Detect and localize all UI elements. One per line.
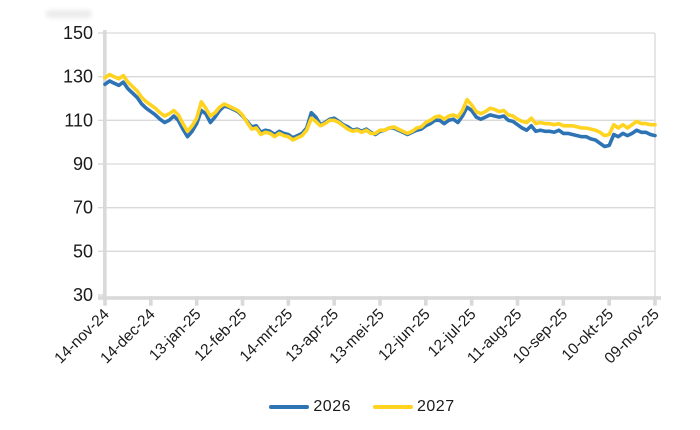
x-axis-tick bbox=[240, 296, 245, 306]
x-axis-tick bbox=[286, 296, 291, 306]
y-axis-tick bbox=[98, 163, 103, 165]
y-axis-label: 110 bbox=[64, 110, 93, 130]
series-line-2027 bbox=[103, 72, 657, 142]
faint-artifact bbox=[46, 10, 92, 18]
y-axis-tick bbox=[98, 75, 103, 78]
y-axis-tick bbox=[98, 294, 103, 296]
series-line-2026 bbox=[103, 79, 657, 149]
line-chart: 1501301109070503014-nov-2414-dec-2413-ja… bbox=[51, 23, 662, 367]
y-axis-line bbox=[103, 30, 107, 301]
x-axis-tick bbox=[103, 296, 107, 306]
x-axis-tick bbox=[424, 296, 428, 306]
y-axis-label: 150 bbox=[63, 23, 93, 43]
y-axis-label: 90 bbox=[73, 154, 93, 174]
y-axis-tick bbox=[98, 250, 103, 253]
y-axis-label: 130 bbox=[63, 67, 93, 87]
x-axis-tick bbox=[332, 296, 336, 306]
gridlines bbox=[105, 32, 655, 252]
legend-label-2026: 2026 bbox=[313, 398, 351, 415]
y-axis-tick bbox=[98, 206, 103, 209]
y-axis-label: 70 bbox=[73, 198, 93, 218]
legend-swatch-2027-icon bbox=[373, 404, 413, 410]
x-axis-tick bbox=[561, 296, 566, 306]
legend-item-2026: 2026 bbox=[269, 398, 351, 416]
x-axis-tick bbox=[653, 296, 657, 306]
x-axis-tick bbox=[469, 296, 474, 306]
chart-legend: 2026 2027 bbox=[0, 398, 700, 416]
legend-item-2027: 2027 bbox=[373, 398, 455, 416]
y-axis-label: 50 bbox=[73, 241, 93, 261]
x-axis-tick bbox=[515, 296, 520, 306]
legend-swatch-2026-icon bbox=[269, 404, 310, 410]
y-axis-label: 30 bbox=[73, 285, 93, 305]
x-axis-tick bbox=[607, 296, 611, 306]
y-axis-tick bbox=[98, 32, 103, 34]
x-axis-tick bbox=[378, 296, 382, 306]
legend-label-2027: 2027 bbox=[417, 398, 455, 415]
x-axis-tick bbox=[194, 296, 199, 306]
x-axis-tick bbox=[149, 296, 153, 306]
y-axis-tick bbox=[98, 119, 103, 122]
